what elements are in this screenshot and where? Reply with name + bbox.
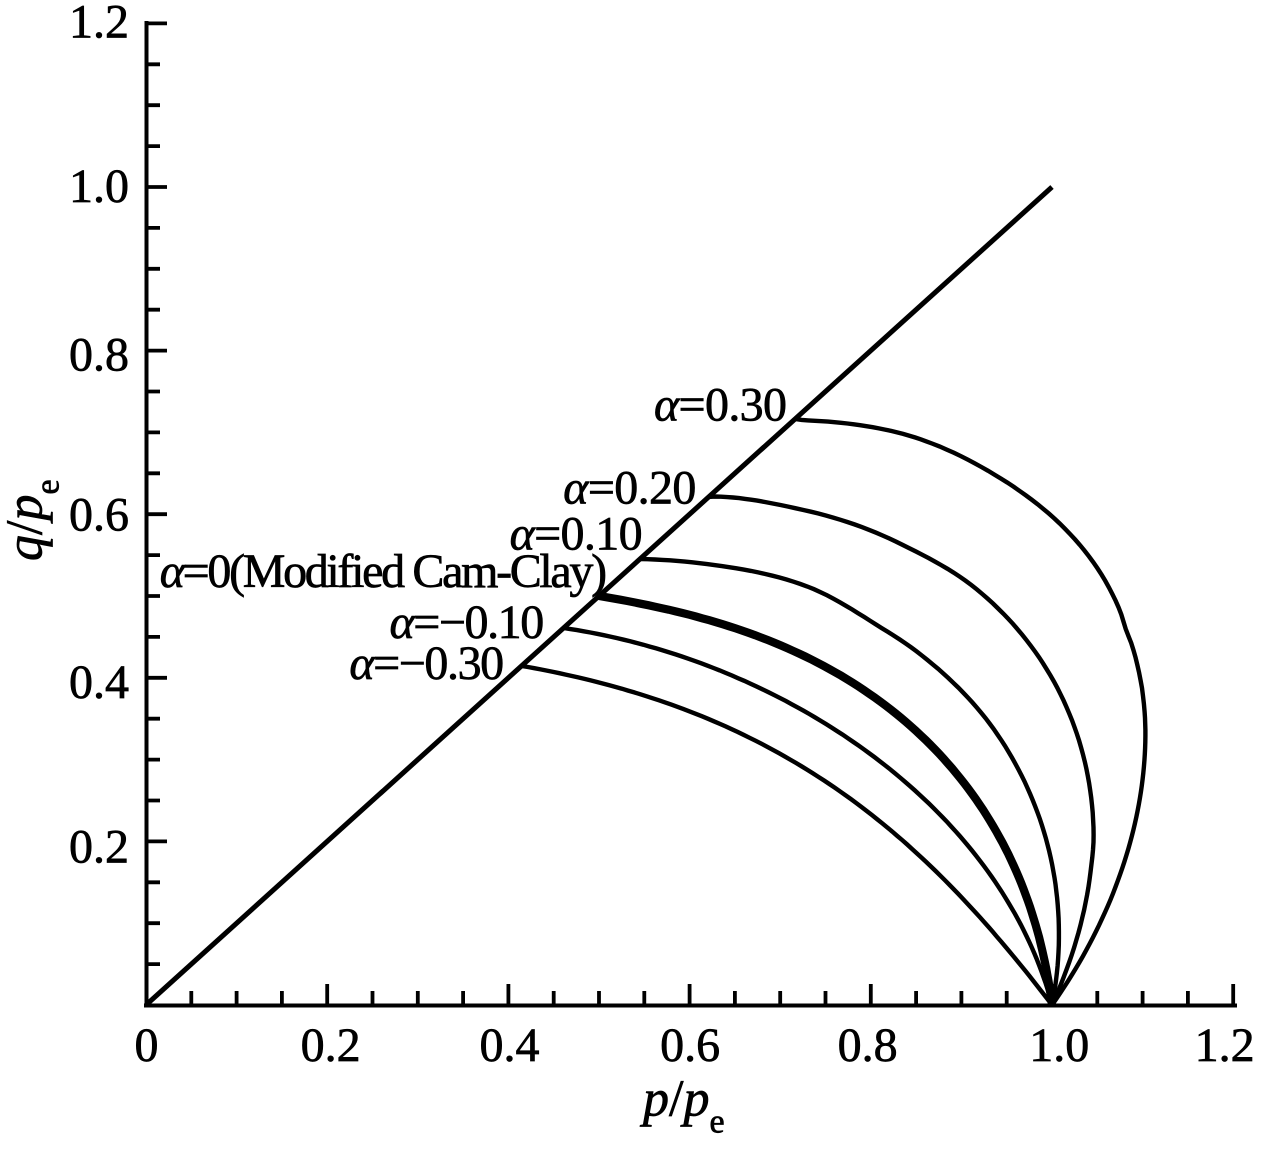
- svg-text:0.2: 0.2: [69, 821, 129, 874]
- svg-text:0.8: 0.8: [838, 1019, 898, 1072]
- svg-text:1.0: 1.0: [1029, 1019, 1089, 1072]
- svg-text:α=−0.30: α=−0.30: [349, 637, 503, 690]
- svg-text:1.0: 1.0: [69, 160, 129, 213]
- svg-text:α=0.30: α=0.30: [654, 378, 786, 431]
- svg-text:α=0.20: α=0.20: [563, 462, 695, 515]
- svg-text:1.2: 1.2: [1195, 1019, 1255, 1072]
- svg-text:0.8: 0.8: [69, 328, 129, 381]
- svg-text:α=0.10: α=0.10: [510, 508, 642, 561]
- svg-text:0.6: 0.6: [69, 489, 129, 542]
- svg-text:0.4: 0.4: [69, 656, 129, 709]
- svg-text:0.2: 0.2: [301, 1019, 361, 1072]
- svg-text:α=0(Modified Cam-Clay): α=0(Modified Cam-Clay): [160, 545, 605, 598]
- svg-text:1.2: 1.2: [69, 0, 129, 49]
- svg-text:0.4: 0.4: [480, 1019, 540, 1072]
- svg-text:0: 0: [135, 1019, 159, 1072]
- svg-text:0.6: 0.6: [660, 1019, 720, 1072]
- svg-text:α=−0.10: α=−0.10: [390, 596, 544, 649]
